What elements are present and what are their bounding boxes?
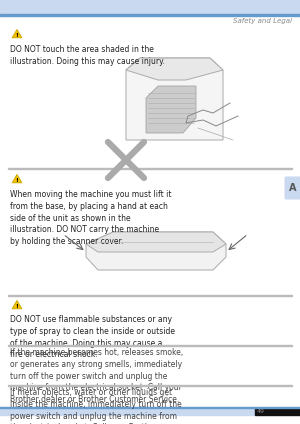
Text: 49: 49	[257, 409, 265, 414]
Polygon shape	[12, 175, 22, 183]
Bar	[255, 408, 300, 415]
Bar	[0, 407, 300, 408]
Bar	[0, 14, 300, 16]
Polygon shape	[12, 30, 22, 38]
Bar	[8, 168, 292, 169]
Bar	[0, 408, 255, 415]
Text: !: !	[16, 33, 18, 38]
Polygon shape	[146, 86, 196, 133]
Text: !: !	[16, 304, 18, 309]
Text: If the machine becomes hot, releases smoke,
or generates any strong smells, imme: If the machine becomes hot, releases smo…	[10, 348, 183, 404]
Text: !: !	[16, 178, 18, 183]
Text: DO NOT touch the area shaded in the
illustration. Doing this may cause injury.: DO NOT touch the area shaded in the illu…	[10, 45, 165, 66]
Polygon shape	[126, 58, 223, 140]
Polygon shape	[86, 232, 226, 252]
Text: A: A	[289, 183, 297, 193]
Bar	[8, 345, 292, 346]
Text: When moving the machine you must lift it
from the base, by placing a hand at eac: When moving the machine you must lift it…	[10, 190, 172, 246]
FancyBboxPatch shape	[284, 176, 300, 200]
Polygon shape	[126, 58, 223, 80]
Polygon shape	[86, 232, 226, 270]
Bar	[0, 0, 300, 14]
Bar	[8, 295, 292, 296]
Text: Safety and Legal: Safety and Legal	[233, 18, 292, 24]
Text: If metal objects, water or other liquids get
inside the machine, immediately tur: If metal objects, water or other liquids…	[10, 388, 182, 424]
Polygon shape	[12, 301, 22, 309]
Text: DO NOT use flammable substances or any
type of spray to clean the inside or outs: DO NOT use flammable substances or any t…	[10, 315, 175, 360]
